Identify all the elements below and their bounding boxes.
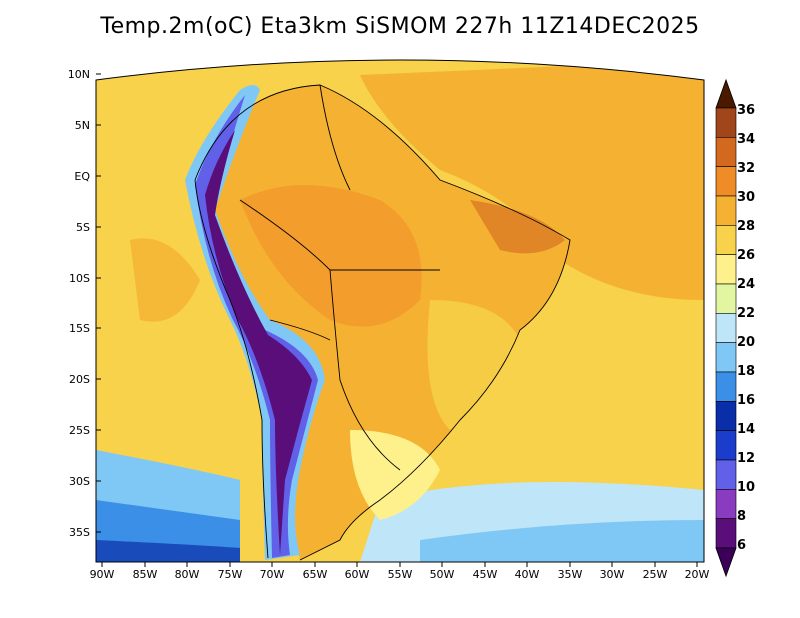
map-title: Temp.2m(oC) Eta3km SiSMOM 227h 11Z14DEC2…: [100, 14, 700, 39]
colorbar-label: 8: [737, 509, 746, 524]
longitude-axis: 90W 85W 80W 75W 70W 65W 60W 55W 50W 45W …: [90, 562, 710, 581]
colorbar-bin: [715, 401, 737, 431]
lat-label: 10S: [69, 272, 90, 285]
colorbar-label: 34: [737, 132, 755, 147]
lon-label: 20W: [685, 568, 710, 581]
colorbar-bin: [715, 371, 737, 402]
colorbar-label: 18: [737, 364, 755, 379]
colorbar-label: 10: [737, 480, 755, 495]
colorbar-label: 24: [737, 277, 755, 292]
colorbar-bin: [715, 342, 737, 373]
lon-label: 25W: [643, 568, 668, 581]
lon-label: 35W: [558, 568, 583, 581]
colorbar-label: 12: [737, 451, 755, 466]
lon-label: 45W: [473, 568, 498, 581]
lon-label: 30W: [600, 568, 625, 581]
colorbar-label: 20: [737, 335, 755, 350]
colorbar-bin: [715, 459, 737, 490]
lon-label: 85W: [133, 568, 158, 581]
colorbar-label: 36: [737, 103, 755, 118]
lon-label: 80W: [175, 568, 200, 581]
colorbar-bin: [715, 254, 737, 285]
lat-label: 5S: [76, 221, 90, 234]
colorbar-bin: [715, 283, 737, 314]
lat-label: EQ: [74, 170, 90, 183]
colorbar-bin: [715, 225, 737, 255]
colorbar: 36 34 32 30 28 26 24 22 20 18 16 14 12 1…: [715, 78, 755, 578]
lat-label: 15S: [69, 322, 90, 335]
colorbar-label: 16: [737, 393, 755, 408]
country-borders: [194, 84, 571, 561]
colorbar-bin: [715, 107, 737, 138]
lat-label: 35S: [69, 526, 90, 539]
lon-label: 70W: [260, 568, 285, 581]
colorbar-bin: [715, 166, 737, 197]
colorbar-label: 30: [737, 190, 755, 205]
lon-label: 40W: [515, 568, 540, 581]
map-frame: [95, 59, 705, 563]
latitude-axis: 10N 5N EQ 5S 10S 15S 20S 25S 30S 35S: [68, 68, 101, 539]
colorbar-label: 28: [737, 219, 755, 234]
colorbar-label: 22: [737, 306, 755, 321]
lat-label: 25S: [69, 424, 90, 437]
lon-label: 50W: [430, 568, 455, 581]
lat-label: 20S: [69, 373, 90, 386]
colorbar-label: 32: [737, 161, 755, 176]
colorbar-label: 6: [737, 538, 746, 553]
colorbar-label: 14: [737, 422, 755, 437]
lat-label: 10N: [68, 68, 90, 81]
colorbar-bin: [715, 489, 737, 519]
colorbar-bin: [715, 313, 737, 343]
colorbar-bin: [715, 137, 737, 167]
colorbar-label: 26: [737, 248, 755, 263]
colorbar-bin: [715, 518, 737, 549]
lon-label: 65W: [303, 568, 328, 581]
temperature-field: [96, 60, 704, 562]
colorbar-under-arrow: [715, 547, 737, 578]
colorbar-bin: [715, 430, 737, 461]
lon-label: 60W: [345, 568, 370, 581]
lat-label: 5N: [75, 119, 90, 132]
lon-label: 75W: [218, 568, 243, 581]
lon-label: 55W: [388, 568, 413, 581]
lon-label: 90W: [90, 568, 115, 581]
lat-label: 30S: [69, 475, 90, 488]
colorbar-bin: [715, 195, 737, 226]
colorbar-over-arrow: [715, 78, 737, 109]
